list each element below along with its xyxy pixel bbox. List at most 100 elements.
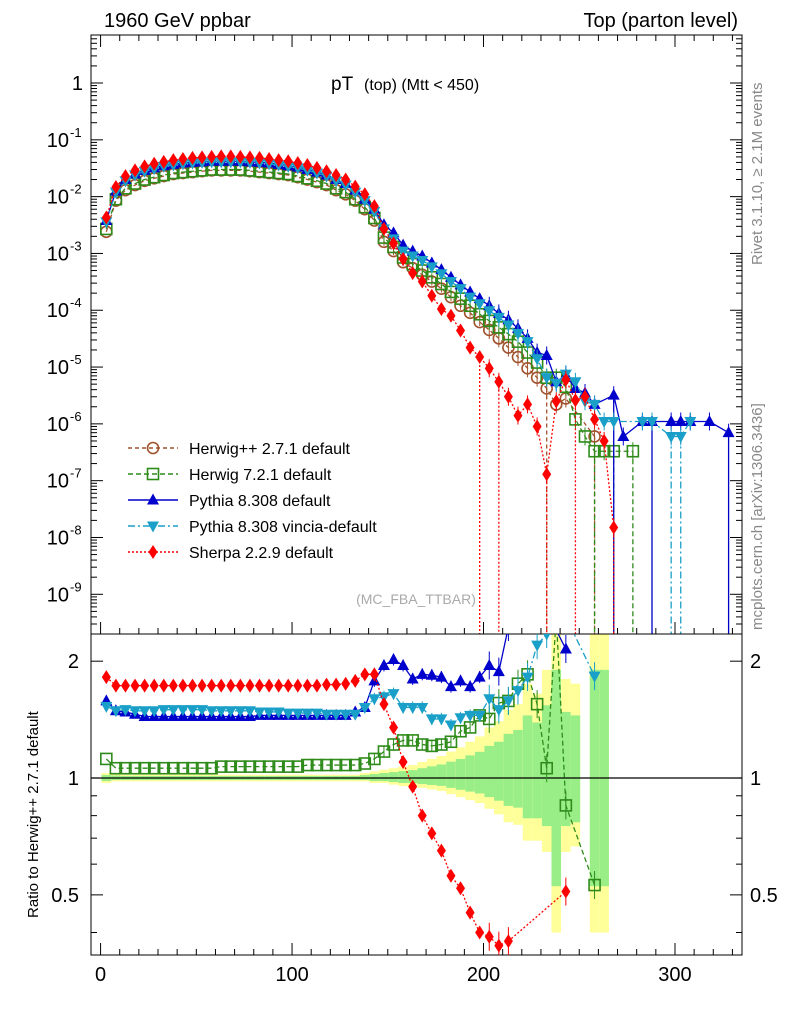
data-point bbox=[684, 417, 697, 429]
ratio-point bbox=[503, 934, 513, 949]
data-point bbox=[436, 302, 446, 317]
rivet-version-label: Rivet 3.1.10, ≥ 2.1M events bbox=[749, 83, 766, 266]
data-point bbox=[341, 172, 351, 187]
xtick-label: 300 bbox=[658, 964, 691, 986]
ratio-point bbox=[358, 702, 371, 714]
plot-title-sub: (top) (Mtt < 450) bbox=[364, 77, 479, 94]
data-point bbox=[254, 150, 264, 165]
band-green bbox=[465, 755, 475, 792]
ratio-point bbox=[482, 712, 496, 726]
data-point bbox=[588, 444, 601, 458]
main-ytick-exponent: -1 bbox=[70, 125, 82, 140]
ratio-point bbox=[329, 758, 343, 772]
ratio-point bbox=[387, 653, 400, 665]
main-ytick-exponent: -4 bbox=[70, 295, 82, 310]
main-ytick-label: 10 bbox=[47, 357, 69, 379]
ratio-point bbox=[291, 708, 304, 720]
ratio-point bbox=[282, 708, 295, 720]
ratio-point bbox=[243, 706, 256, 718]
data-point bbox=[511, 328, 524, 340]
ratio-point bbox=[234, 706, 247, 718]
band-green bbox=[388, 772, 399, 783]
ratio-point bbox=[140, 678, 150, 693]
ratio-point bbox=[187, 678, 197, 693]
ratio-point bbox=[483, 694, 496, 706]
ratio-point bbox=[253, 760, 266, 773]
legend-marker bbox=[146, 467, 160, 481]
data-point bbox=[216, 149, 226, 164]
ratio-point bbox=[205, 761, 218, 775]
series-3 bbox=[100, 154, 735, 634]
main-ytick-label: 10 bbox=[47, 130, 69, 152]
data-point bbox=[197, 150, 207, 165]
ratio-point bbox=[264, 678, 274, 693]
data-point bbox=[130, 163, 140, 178]
ratio-series-layer bbox=[100, 586, 601, 955]
ratio-point bbox=[531, 586, 543, 597]
data-point bbox=[483, 306, 496, 318]
ratio-point bbox=[559, 642, 572, 654]
data-point bbox=[408, 266, 418, 281]
ratio-point bbox=[149, 678, 159, 693]
ratio-point bbox=[389, 720, 399, 735]
ratio-point bbox=[406, 672, 419, 684]
ratio-point bbox=[494, 938, 504, 953]
ratio-point bbox=[263, 707, 276, 719]
ratio-point bbox=[387, 738, 400, 751]
data-point bbox=[674, 415, 687, 427]
ratio-point bbox=[283, 678, 293, 693]
data-point bbox=[331, 168, 341, 183]
ratio-point bbox=[369, 667, 379, 682]
ratio-point bbox=[341, 676, 351, 691]
data-point bbox=[360, 187, 370, 202]
data-point bbox=[494, 374, 504, 389]
data-point bbox=[607, 417, 620, 429]
ratio-point bbox=[502, 620, 514, 631]
ratio-plot: 0.5 0.5 1 1 2 2 0 100 200 300 bbox=[51, 586, 778, 986]
data-point bbox=[226, 149, 236, 164]
ratio-ytick-label-right: 1 bbox=[750, 768, 761, 790]
data-point bbox=[235, 149, 245, 164]
ratio-point bbox=[464, 680, 477, 692]
main-ytick-label: 10 bbox=[47, 471, 69, 493]
data-point bbox=[398, 251, 408, 266]
ratio-point bbox=[253, 707, 266, 719]
data-point bbox=[502, 320, 515, 332]
data-point bbox=[722, 426, 735, 438]
data-point bbox=[178, 151, 188, 166]
ratio-point bbox=[331, 677, 341, 692]
ratio-point bbox=[109, 706, 122, 718]
data-point bbox=[302, 158, 312, 173]
main-ytick-label: 10 bbox=[47, 584, 69, 606]
ratio-point bbox=[416, 702, 429, 714]
series-4 bbox=[100, 157, 697, 634]
ratio-point bbox=[100, 701, 113, 713]
ratio-point bbox=[322, 677, 332, 692]
data-point bbox=[570, 393, 580, 408]
main-ytick-exponent: -6 bbox=[70, 409, 82, 424]
data-point bbox=[245, 150, 255, 165]
ratio-point bbox=[416, 667, 429, 679]
ratio-point bbox=[272, 760, 285, 773]
ratio-line bbox=[105, 634, 596, 886]
main-plot: 110-110-210-310-410-510-610-710-810-9 bbox=[47, 34, 743, 635]
ratio-point bbox=[186, 705, 199, 717]
ratio-series-5 bbox=[101, 667, 571, 955]
ratio-point bbox=[406, 734, 419, 747]
data-point bbox=[674, 431, 687, 443]
data-point bbox=[111, 179, 121, 194]
ratio-series-3 bbox=[100, 586, 572, 722]
ratio-point bbox=[588, 671, 601, 683]
mcplots-label: mcplots.cern.ch [arXiv:1306.3436] bbox=[749, 403, 766, 630]
data-point bbox=[350, 179, 360, 194]
ratio-point bbox=[167, 705, 180, 717]
main-ytick-exponent: -8 bbox=[70, 522, 82, 537]
ratio-point bbox=[358, 757, 372, 770]
data-point bbox=[703, 415, 716, 427]
ratio-series-4 bbox=[100, 634, 601, 732]
data-point bbox=[646, 417, 659, 429]
data-point bbox=[484, 361, 494, 376]
data-point bbox=[101, 210, 111, 225]
ratio-point bbox=[167, 761, 180, 775]
